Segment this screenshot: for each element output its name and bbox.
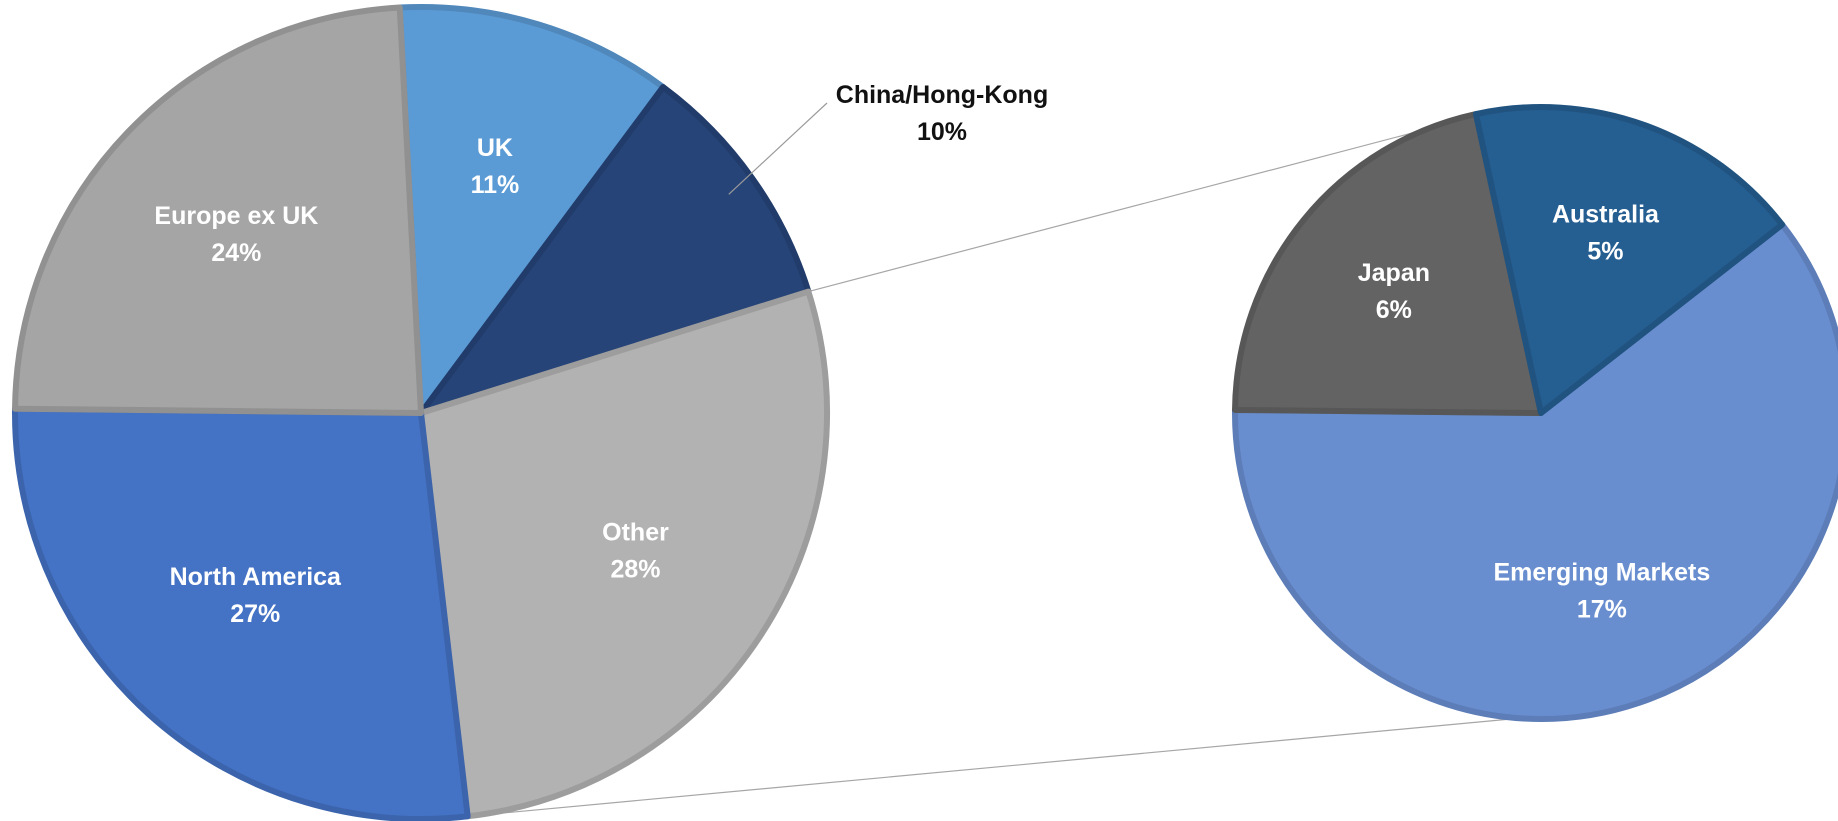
slice-australia [1472, 104, 1786, 416]
label-australia: Australia 5% [1552, 201, 1660, 266]
data-labels: UK 11% China/Hong-Kong 10% Other 28% North Ame… [154, 81, 1710, 628]
connector-line-top [808, 106, 1512, 293]
leader-line-china-hong-kong [728, 102, 828, 195]
label-china-hong-kong: China/Hong-Kong 10% [836, 81, 1048, 146]
label-japan: Japan 6% [1358, 259, 1430, 324]
slice-europe-ex-uk [12, 4, 424, 416]
slice-uk [396, 4, 667, 416]
slice-japan [1232, 111, 1544, 416]
connector-line-bottom [467, 718, 1512, 817]
label-other: Other 28% [602, 518, 669, 583]
main-pie [12, 4, 830, 821]
slice-other [418, 288, 830, 820]
label-uk: UK 11% [471, 134, 520, 199]
slice-north-america [12, 405, 471, 821]
connector-lines [467, 106, 1512, 817]
label-north-america: North America 27% [170, 563, 342, 628]
label-emerging-markets: Emerging Markets 17% [1493, 559, 1710, 624]
secondary-pie [1232, 104, 1838, 722]
slice-emerging-markets [1232, 221, 1838, 722]
label-europe-ex-uk: Europe ex UK 24% [154, 202, 318, 267]
slice-china-hong-kong [418, 84, 812, 416]
